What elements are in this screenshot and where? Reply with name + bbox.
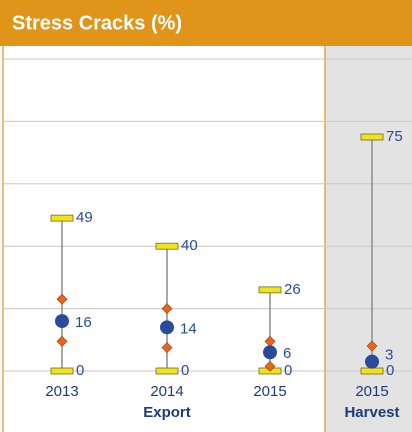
max-label: 40 bbox=[181, 237, 198, 254]
diamond bbox=[161, 342, 173, 354]
group-label: Export bbox=[143, 404, 191, 421]
min-label: 0 bbox=[181, 362, 189, 379]
min-cap bbox=[360, 367, 384, 375]
mean-marker bbox=[365, 354, 379, 369]
min-label: 0 bbox=[386, 362, 394, 379]
diamond bbox=[161, 303, 173, 315]
min-cap bbox=[155, 367, 179, 375]
grid bbox=[3, 58, 412, 372]
diamond bbox=[56, 335, 68, 347]
chart-title: Stress Cracks (%) bbox=[12, 12, 182, 34]
mean-label: 14 bbox=[180, 320, 197, 337]
mean-label: 16 bbox=[75, 314, 92, 331]
min-label: 0 bbox=[284, 362, 292, 379]
max-label: 49 bbox=[76, 209, 93, 226]
max-cap bbox=[155, 242, 179, 250]
max-label: 26 bbox=[284, 281, 301, 298]
max-cap bbox=[360, 133, 384, 141]
max-label: 75 bbox=[386, 128, 403, 145]
diamond bbox=[56, 293, 68, 305]
mean-label: 6 bbox=[283, 345, 291, 362]
mean-marker bbox=[263, 345, 277, 360]
x-tick-label: 2013 bbox=[45, 383, 78, 400]
x-tick-label: 2015 bbox=[253, 383, 286, 400]
min-cap bbox=[50, 367, 74, 375]
min-label: 0 bbox=[76, 362, 84, 379]
mean-marker bbox=[55, 314, 69, 329]
x-tick-label: 2015 bbox=[355, 383, 388, 400]
max-cap bbox=[50, 214, 74, 222]
group-label: Harvest bbox=[344, 404, 399, 421]
diamond bbox=[366, 340, 378, 352]
x-tick-label: 2014 bbox=[150, 383, 183, 400]
max-cap bbox=[258, 286, 282, 294]
mean-marker bbox=[160, 320, 174, 335]
title-bar bbox=[0, 0, 412, 46]
mean-label: 3 bbox=[385, 347, 393, 364]
diamond bbox=[264, 360, 276, 372]
